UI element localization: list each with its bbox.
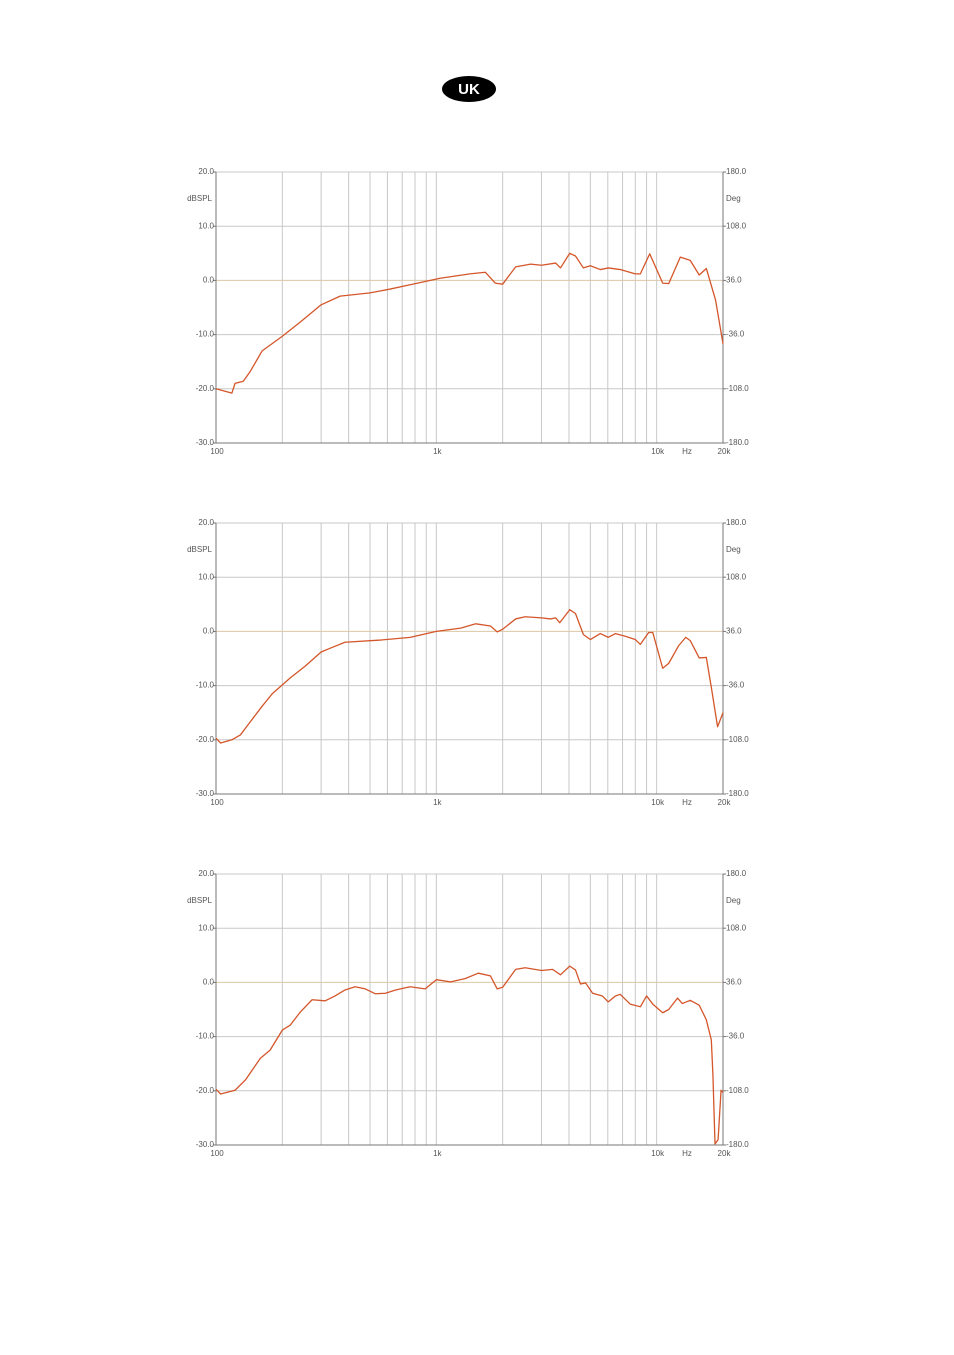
y-axis-label: dBSPL <box>187 896 212 905</box>
x-tick-label: 20k <box>718 447 732 456</box>
y-tick-label: 0.0 <box>203 627 215 636</box>
y2-tick-label: -108.0 <box>726 384 749 393</box>
y2-tick-label: 108.0 <box>726 221 747 230</box>
y2-tick-label: 108.0 <box>726 923 747 932</box>
y-tick-label: 20.0 <box>198 167 214 176</box>
y2-tick-label: -180.0 <box>726 1140 749 1149</box>
x-tick-label: 100 <box>210 447 224 456</box>
y2-tick-label: -108.0 <box>726 1086 749 1095</box>
y-tick-label: -30.0 <box>196 789 215 798</box>
y-tick-label: -30.0 <box>196 438 215 447</box>
y-tick-label: 0.0 <box>203 276 215 285</box>
x-tick-label: 1k <box>433 798 442 807</box>
y-axis-label: dBSPL <box>187 194 212 203</box>
y2-tick-label: -36.0 <box>726 681 745 690</box>
x-axis-label: Hz <box>682 798 692 807</box>
chart: 100 1k 10k 20k 20.0 10.0 0.0 -10.0 -20.0 -30.0 180… <box>187 869 749 1158</box>
y2-tick-label: -36.0 <box>726 1032 745 1041</box>
series-line <box>215 252 724 394</box>
x-tick-label: 20k <box>718 1149 732 1158</box>
badge <box>442 76 496 102</box>
y2-tick-label: -36.0 <box>726 330 745 339</box>
y-tick-label: 10.0 <box>198 572 214 581</box>
y2-axis-label: Deg <box>726 194 741 203</box>
y2-tick-label: 180.0 <box>726 869 747 878</box>
y-tick-label: 20.0 <box>198 869 214 878</box>
series-line <box>215 609 724 744</box>
y-tick-label: -20.0 <box>196 735 215 744</box>
y2-tick-label: 36.0 <box>726 978 742 987</box>
x-tick-label: 20k <box>718 798 732 807</box>
y2-axis-label: Deg <box>726 545 741 554</box>
y-tick-label: -20.0 <box>196 1086 215 1095</box>
x-axis-label: Hz <box>682 1149 692 1158</box>
chart: 100 1k 10k 20k 20.0 10.0 0.0 -10.0 -20.0 -30.0 180… <box>187 167 749 456</box>
x-tick-label: 1k <box>433 1149 442 1158</box>
y-tick-label: -20.0 <box>196 384 215 393</box>
y2-tick-label: 36.0 <box>726 627 742 636</box>
y-axis-label: dBSPL <box>187 545 212 554</box>
y-tick-label: -10.0 <box>196 330 215 339</box>
y-tick-label: -10.0 <box>196 1032 215 1041</box>
y-tick-label: -30.0 <box>196 1140 215 1149</box>
y-tick-label: 10.0 <box>198 221 214 230</box>
y2-tick-label: 180.0 <box>726 518 747 527</box>
y2-tick-label: 36.0 <box>726 276 742 285</box>
y-tick-label: 20.0 <box>198 518 214 527</box>
x-tick-label: 100 <box>210 798 224 807</box>
x-tick-label: 10k <box>651 798 665 807</box>
y2-tick-label: 108.0 <box>726 572 747 581</box>
y-tick-label: 10.0 <box>198 923 214 932</box>
y-tick-label: 0.0 <box>203 978 215 987</box>
y2-tick-label: -180.0 <box>726 438 749 447</box>
y2-axis-label: Deg <box>726 896 741 905</box>
x-axis-label: Hz <box>682 447 692 456</box>
chart: 100 1k 10k 20k 20.0 10.0 0.0 -10.0 -20.0 -30.0 180… <box>187 518 749 807</box>
series-line <box>215 965 724 1145</box>
y2-tick-label: -180.0 <box>726 789 749 798</box>
x-tick-label: 100 <box>210 1149 224 1158</box>
y2-tick-label: -108.0 <box>726 735 749 744</box>
badge-text: UK <box>458 81 480 98</box>
y-tick-label: -10.0 <box>196 681 215 690</box>
y2-tick-label: 180.0 <box>726 167 747 176</box>
x-tick-label: 1k <box>433 447 442 456</box>
x-tick-label: 10k <box>651 1149 665 1158</box>
x-tick-label: 10k <box>651 447 665 456</box>
